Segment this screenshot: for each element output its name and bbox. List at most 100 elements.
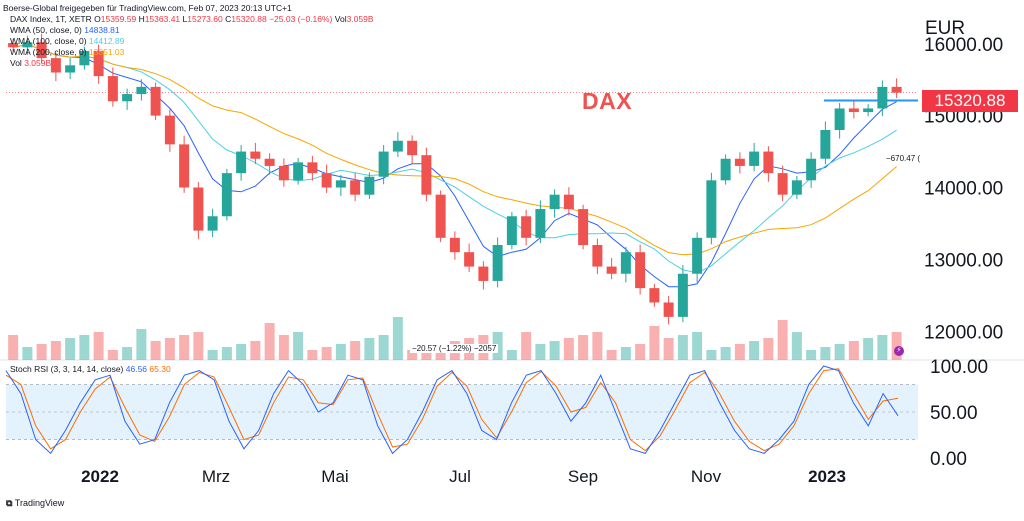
volume-bar — [122, 347, 133, 360]
candle-body — [193, 187, 204, 231]
volume-bar — [50, 341, 61, 360]
candle-body — [264, 158, 275, 166]
candle-body — [36, 42, 47, 59]
volume-bar — [335, 344, 346, 360]
ohlc-o-label: O — [94, 14, 101, 24]
lightning-icon[interactable]: ⚡ — [894, 346, 904, 356]
candle-body — [50, 58, 61, 73]
candle-body — [492, 245, 503, 281]
candle-body — [321, 173, 332, 188]
price-tick-label: 16000.00 — [924, 35, 1003, 56]
price-tick-label: 13000.00 — [924, 250, 1003, 271]
legend-vol-label: Vol — [10, 58, 22, 68]
candle-body — [706, 180, 717, 238]
volume-bar — [877, 335, 888, 360]
price-axis-unit: EUR — [925, 18, 966, 39]
volume-bar — [734, 344, 745, 360]
candle-body — [207, 216, 218, 231]
time-tick-label: 2023 — [808, 467, 846, 486]
candle-body — [150, 86, 161, 116]
volume-bar — [620, 347, 631, 360]
candle-body — [464, 252, 475, 267]
legend-vol[interactable]: Vol 3.059B — [10, 58, 51, 69]
volume-bar — [848, 341, 859, 360]
header-prefix: Boerse-Global freigegeben für TradingVie… — [3, 3, 292, 13]
candle-body — [449, 237, 460, 253]
volume-bar — [521, 332, 532, 360]
legend-wma200[interactable]: WMA (200, close, 0) 13851.03 — [10, 47, 124, 58]
time-tick-label: Mrz — [202, 467, 230, 486]
volume-bar — [692, 332, 703, 360]
ohlc-c: 15320.88 — [231, 14, 267, 24]
volume-bar — [179, 335, 190, 360]
symbol-legend[interactable]: DAX Index, 1T, XETR O15359.59 H15363.41 … — [10, 14, 374, 25]
candle-body — [663, 302, 674, 317]
volume-bar — [22, 347, 33, 360]
candle-body — [335, 180, 346, 188]
volume-bar — [392, 317, 403, 360]
volume-bar — [549, 341, 560, 360]
ohlc-o: 15359.59 — [100, 14, 137, 24]
candle-body — [93, 50, 104, 77]
legend-wma100[interactable]: WMA (100, close, 0) 14412.89 — [10, 36, 124, 47]
candle-body — [891, 86, 902, 93]
time-tick-label: Jul — [449, 467, 471, 486]
volume-bar — [834, 344, 845, 360]
legend-wma50[interactable]: WMA (50, close, 0) 14838.81 — [10, 25, 120, 36]
volume-bar — [278, 335, 289, 360]
measure-label: −20.57 (−1.22%) −2057 — [410, 344, 499, 353]
volume-bar — [79, 335, 90, 360]
volume-bar — [207, 350, 218, 360]
candle-body — [65, 65, 76, 73]
volume-bar — [236, 344, 247, 360]
volume-bar — [863, 338, 874, 360]
candle-body — [122, 94, 133, 102]
volume-bar — [806, 350, 817, 360]
ohlc-change: −25.03 (−0.16%) — [269, 14, 333, 24]
candle-body — [649, 288, 660, 303]
volume-bar — [364, 338, 375, 360]
volume-bar — [649, 326, 660, 360]
volume-bar — [221, 347, 232, 360]
candle-body — [848, 108, 859, 113]
volume-bar — [592, 332, 603, 360]
volume-bar — [321, 347, 332, 360]
time-tick-label: Mai — [321, 467, 348, 486]
ohlc-c-label: C — [225, 14, 232, 24]
volume-bar — [777, 320, 788, 360]
legend-wma100-label: WMA (100, close, 0) — [10, 36, 87, 46]
candle-body — [720, 158, 731, 181]
volume-bar — [8, 335, 19, 360]
last-price-tag: 15320.88 — [922, 90, 1018, 112]
volume-bar — [506, 350, 517, 360]
candle-body — [478, 266, 489, 281]
stoch-d-line — [5, 368, 899, 452]
legend-wma50-value: 14838.81 — [84, 25, 120, 35]
candle-body — [179, 144, 190, 188]
stoch-rsi-legend[interactable]: Stoch RSI (3, 3, 14, 14, close) 46.56 65… — [10, 364, 171, 374]
candle-body — [136, 86, 147, 95]
candle-body — [407, 140, 418, 156]
volume-bar — [763, 338, 774, 360]
ohlc-h-label: H — [138, 14, 145, 24]
volume-bar — [606, 350, 617, 360]
candle-body — [734, 158, 745, 166]
volume-bar — [635, 344, 646, 360]
candle-body — [635, 252, 646, 289]
candle-body — [677, 273, 688, 317]
footer-brand-label: TradingView — [14, 498, 65, 508]
candle-body — [763, 151, 774, 174]
volume-bar — [65, 338, 76, 360]
footer-brand[interactable]: ⧉ TradingView — [6, 498, 64, 509]
candle-body — [820, 130, 831, 159]
candle-body — [549, 194, 560, 210]
volume-bar — [93, 332, 104, 360]
time-tick-label: 2022 — [81, 467, 119, 486]
volume-bar — [264, 323, 275, 360]
time-tick-label: Sep — [568, 467, 598, 486]
chart-header: Boerse-Global freigegeben für TradingVie… — [3, 3, 292, 14]
candle-body — [506, 216, 517, 245]
volume-bar — [677, 335, 688, 360]
